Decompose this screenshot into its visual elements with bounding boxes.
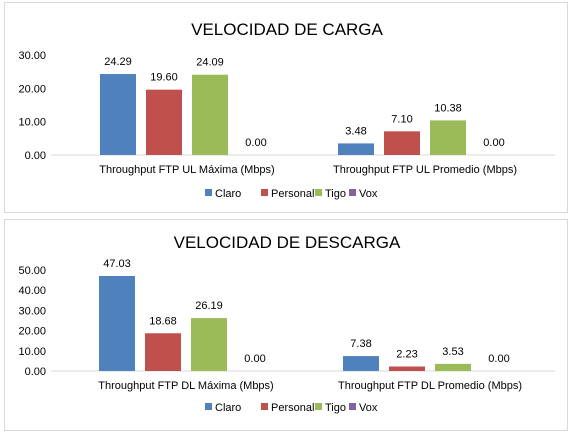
- legend-swatch-tigo: [315, 189, 322, 196]
- y-tick-label: 40.00: [18, 285, 46, 297]
- bar-claro: [338, 143, 374, 155]
- legend-label: Vox: [359, 402, 378, 414]
- legend-label: Tigo: [325, 188, 346, 200]
- data-label: 18.68: [149, 315, 177, 327]
- data-label: 3.48: [345, 125, 366, 137]
- legend-label: Vox: [359, 188, 378, 200]
- category-label: Throughput FTP UL Máxima (Mbps): [99, 164, 274, 176]
- category-label: Throughput FTP UL Promedio (Mbps): [333, 164, 517, 176]
- bar-personal: [384, 131, 420, 155]
- bar-claro: [343, 356, 379, 371]
- category-label: Throughput FTP DL Máxima (Mbps): [98, 380, 273, 392]
- bar-claro: [100, 74, 136, 155]
- bar-personal: [145, 333, 181, 371]
- bar-tigo: [435, 363, 471, 371]
- upload-speed-chart-svg: VELOCIDAD DE CARGA 0.00 10.00 20.00 30.00 24…: [18, 20, 555, 200]
- chart-title: VELOCIDAD DE DESCARGA: [174, 233, 401, 252]
- y-tick-label: 30.00: [18, 305, 46, 317]
- bar-tigo: [192, 74, 228, 155]
- data-label: 47.03: [103, 258, 131, 270]
- data-label: 3.53: [442, 346, 463, 358]
- legend-label: Claro: [215, 188, 241, 200]
- data-label: 26.19: [195, 300, 223, 312]
- data-label: 24.29: [104, 56, 132, 68]
- y-tick-label: 20.00: [18, 83, 46, 95]
- y-tick-label: 10.00: [18, 346, 46, 358]
- y-tick-label: 0.00: [25, 366, 46, 378]
- legend-label: Personal: [271, 402, 314, 414]
- bar-tigo: [430, 120, 466, 155]
- data-label: 7.38: [350, 338, 371, 350]
- data-label: 19.60: [150, 72, 178, 84]
- bar-personal: [146, 89, 182, 155]
- legend-swatch-claro: [205, 189, 212, 196]
- legend-swatch-personal: [261, 189, 268, 196]
- data-label: 0.00: [245, 137, 266, 149]
- y-tick-label: 20.00: [18, 326, 46, 338]
- data-label: 24.09: [196, 57, 224, 69]
- bar-personal: [389, 366, 425, 371]
- data-label: 0.00: [244, 353, 265, 365]
- chart-title: VELOCIDAD DE CARGA: [191, 20, 383, 39]
- download-speed-chart: VELOCIDAD DE DESCARGA 0.00 10.00 20.00 30.0…: [4, 219, 568, 431]
- data-label: 10.38: [434, 102, 462, 114]
- y-tick-label: 50.00: [18, 265, 46, 277]
- legend-swatch-claro: [205, 403, 212, 410]
- download-speed-chart-svg: VELOCIDAD DE DESCARGA 0.00 10.00 20.00 30.0…: [18, 233, 555, 414]
- legend-label: Tigo: [325, 402, 346, 414]
- data-label: 0.00: [483, 137, 504, 149]
- legend-label: Claro: [215, 402, 241, 414]
- data-label: 7.10: [391, 113, 412, 125]
- category-label: Throughput FTP DL Promedio (Mbps): [338, 380, 522, 392]
- legend-swatch-tigo: [315, 403, 322, 410]
- bar-claro: [99, 275, 135, 371]
- legend-swatch-vox: [349, 189, 356, 196]
- legend-swatch-personal: [261, 403, 268, 410]
- data-label: 2.23: [396, 348, 417, 360]
- legend-swatch-vox: [349, 403, 356, 410]
- legend-label: Personal: [271, 188, 314, 200]
- data-label: 0.00: [488, 353, 509, 365]
- y-tick-label: 30.00: [18, 50, 46, 62]
- y-tick-label: 0.00: [25, 150, 46, 162]
- upload-speed-chart: VELOCIDAD DE CARGA 0.00 10.00 20.00 30.00 24…: [4, 2, 568, 213]
- bar-tigo: [191, 318, 227, 371]
- y-tick-label: 10.00: [18, 117, 46, 129]
